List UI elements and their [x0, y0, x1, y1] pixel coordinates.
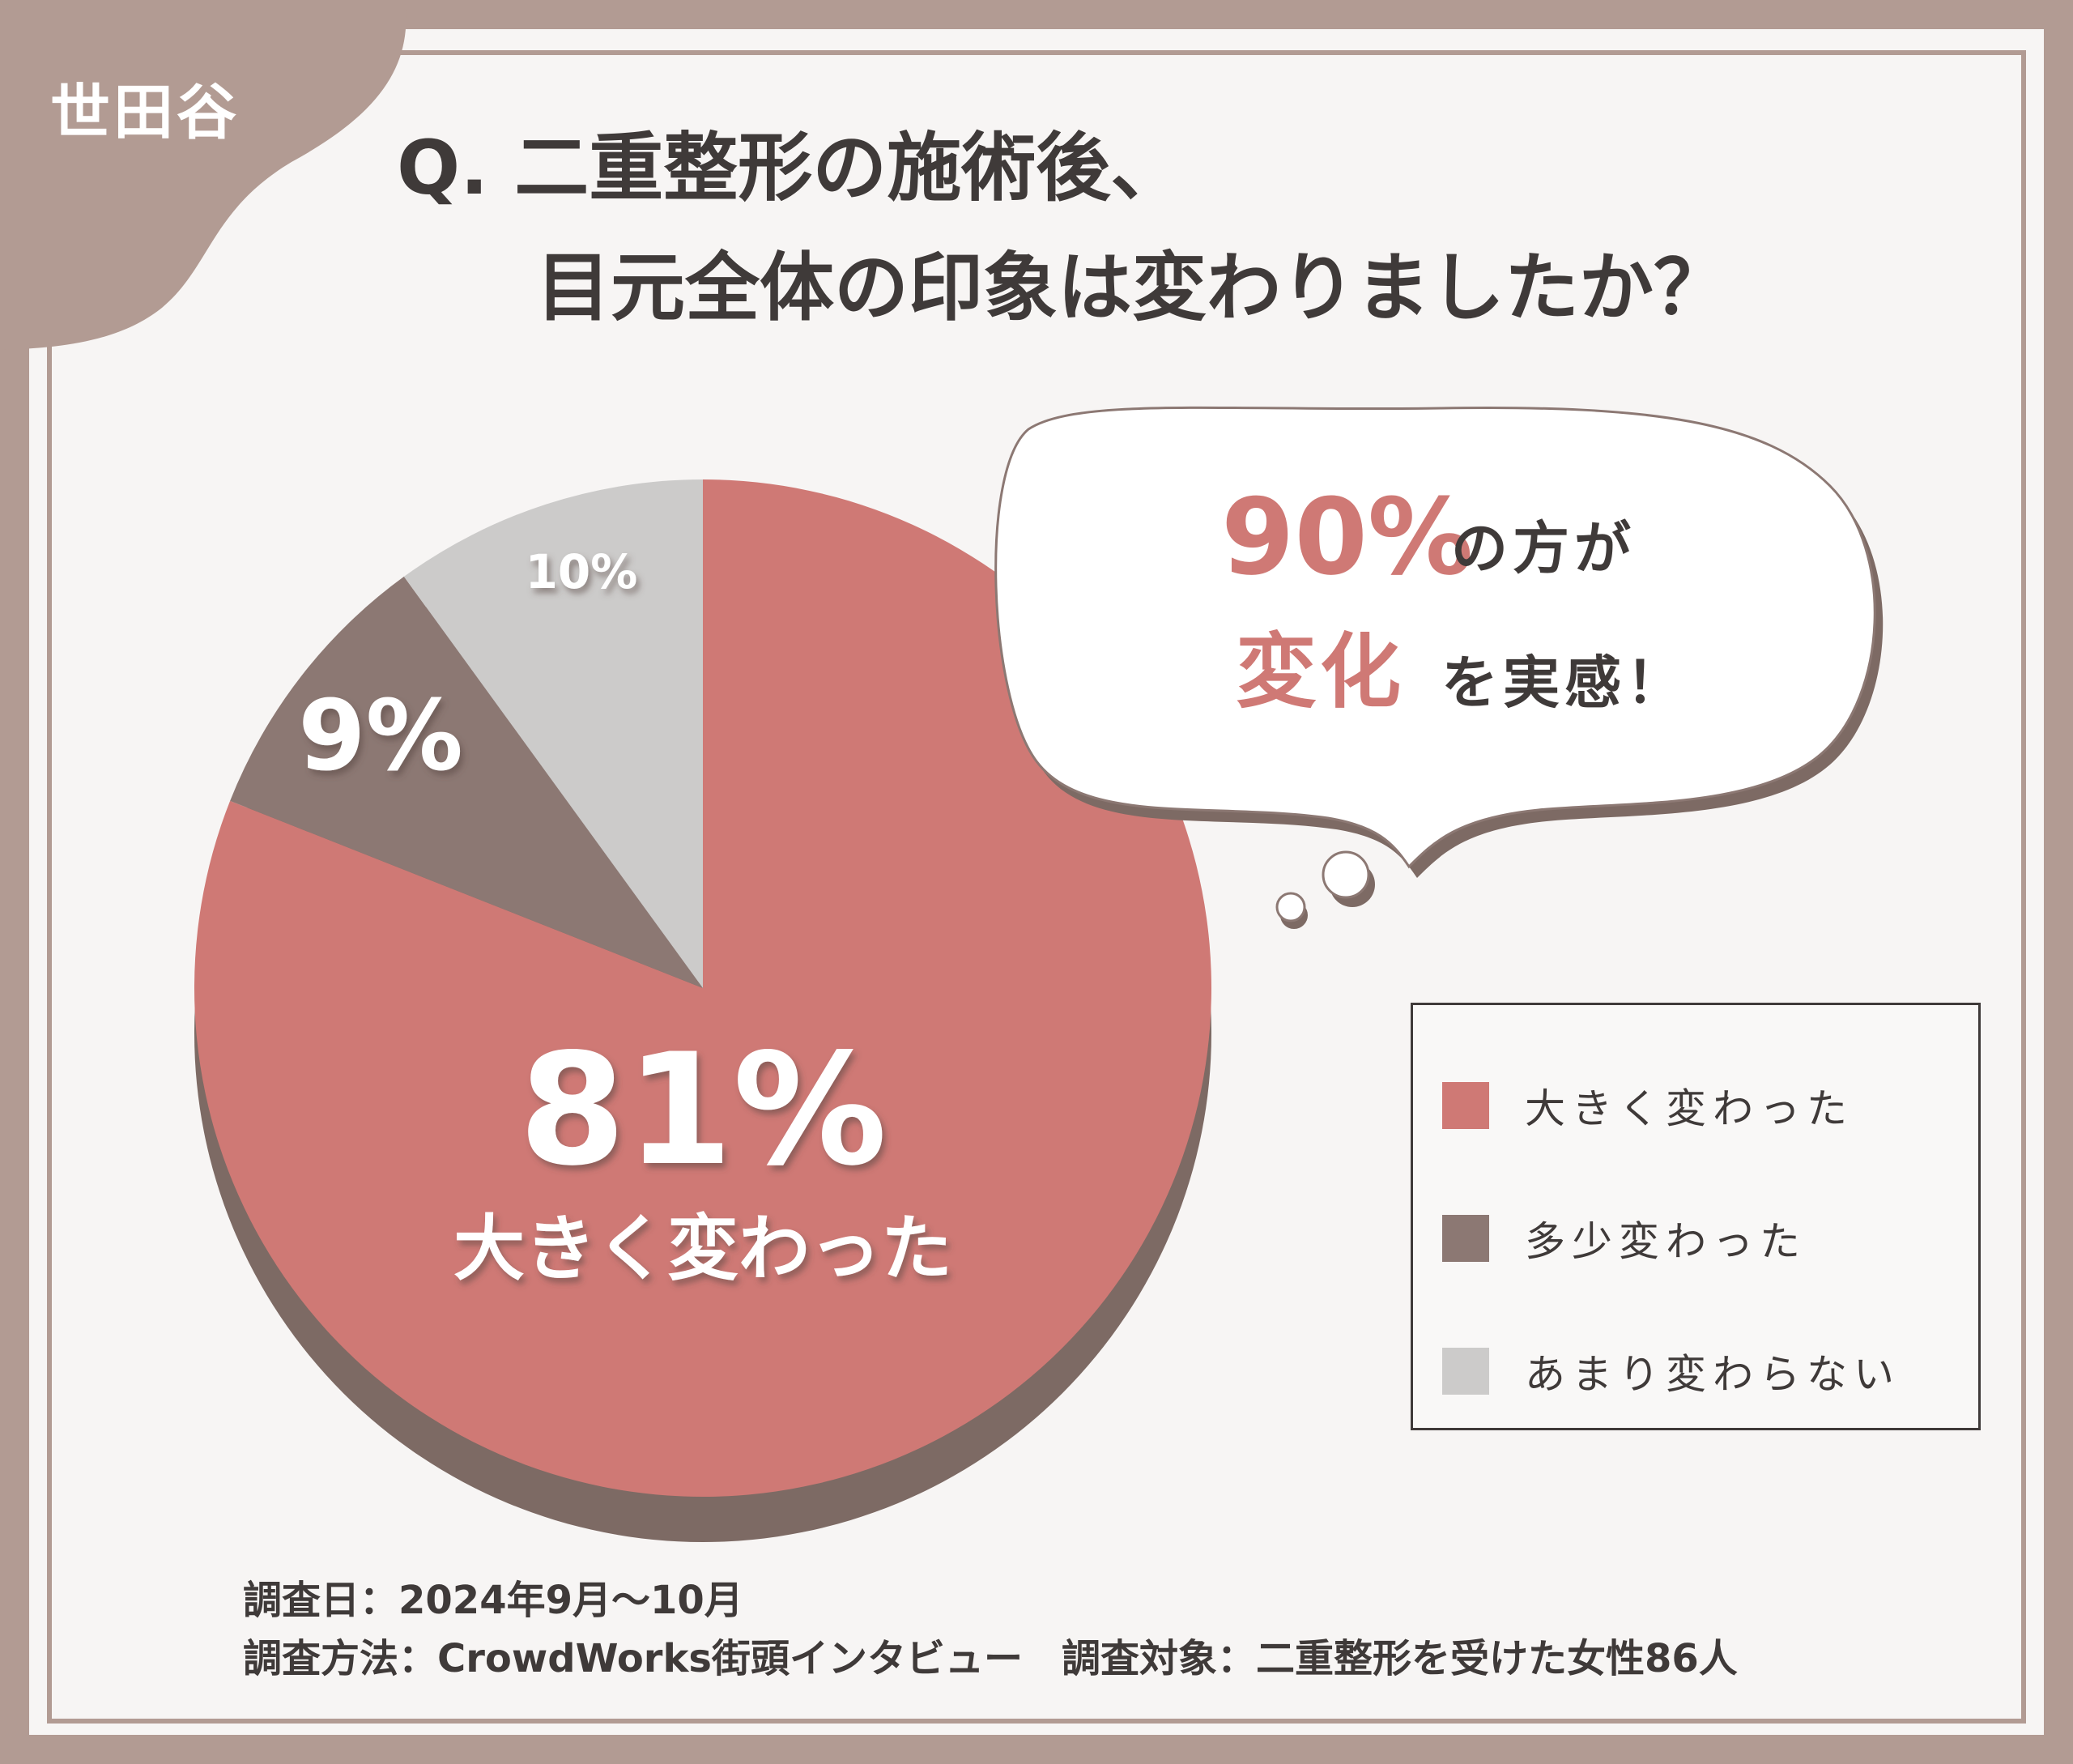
- slice-no-change: [403, 479, 703, 988]
- legend-item-3: あまり変わらない: [1442, 1347, 1901, 1398]
- legend-item-1: 大きく変わった: [1442, 1081, 1854, 1132]
- bubble-text-2: を実感！: [1441, 650, 1688, 716]
- legend-label-1: 大きく変わった: [1525, 1085, 1854, 1132]
- legend-label-2: 多少変わった: [1525, 1218, 1807, 1265]
- data-label-caption: 大きく変わった: [453, 1207, 952, 1290]
- legend-swatch-3: [1442, 1348, 1489, 1395]
- bubble-body: [994, 406, 1876, 922]
- legend-label-3: あまり変わらない: [1525, 1351, 1901, 1398]
- bubble-highlight: 変化: [1236, 624, 1404, 719]
- legend-item-2: 多少変わった: [1442, 1214, 1807, 1265]
- slice-large-change: [194, 479, 1211, 1498]
- question-line-2: 目元全体の印象は変わりましたか？: [536, 245, 1729, 331]
- legend-swatch-2: [1442, 1215, 1489, 1262]
- data-label-large-change: 81%: [519, 1020, 888, 1199]
- bubble-percent: 90%: [1221, 475, 1474, 599]
- corner-tab: [0, 0, 407, 350]
- legend-swatch-1: [1442, 1082, 1489, 1129]
- data-label-slight-change: 9%: [298, 680, 463, 793]
- corner-label: 世田谷: [50, 78, 240, 147]
- survey-method: 調査方法：CrowdWorks街頭インタビュー 調査対象：二重整形を受けた女性8…: [243, 1636, 1738, 1681]
- slice-slight-change: [230, 576, 704, 988]
- legend: 大きく変わった 多少変わった あまり変わらない: [1411, 1003, 1981, 1430]
- bubble-text-1: の方が: [1451, 515, 1636, 582]
- survey-date: 調査日：2024年9月〜10月: [243, 1578, 743, 1623]
- data-label-no-change: 10%: [526, 544, 638, 599]
- inner-border: [47, 50, 2026, 1724]
- question-line-1: Q. 二重整形の施術後、: [397, 125, 1185, 211]
